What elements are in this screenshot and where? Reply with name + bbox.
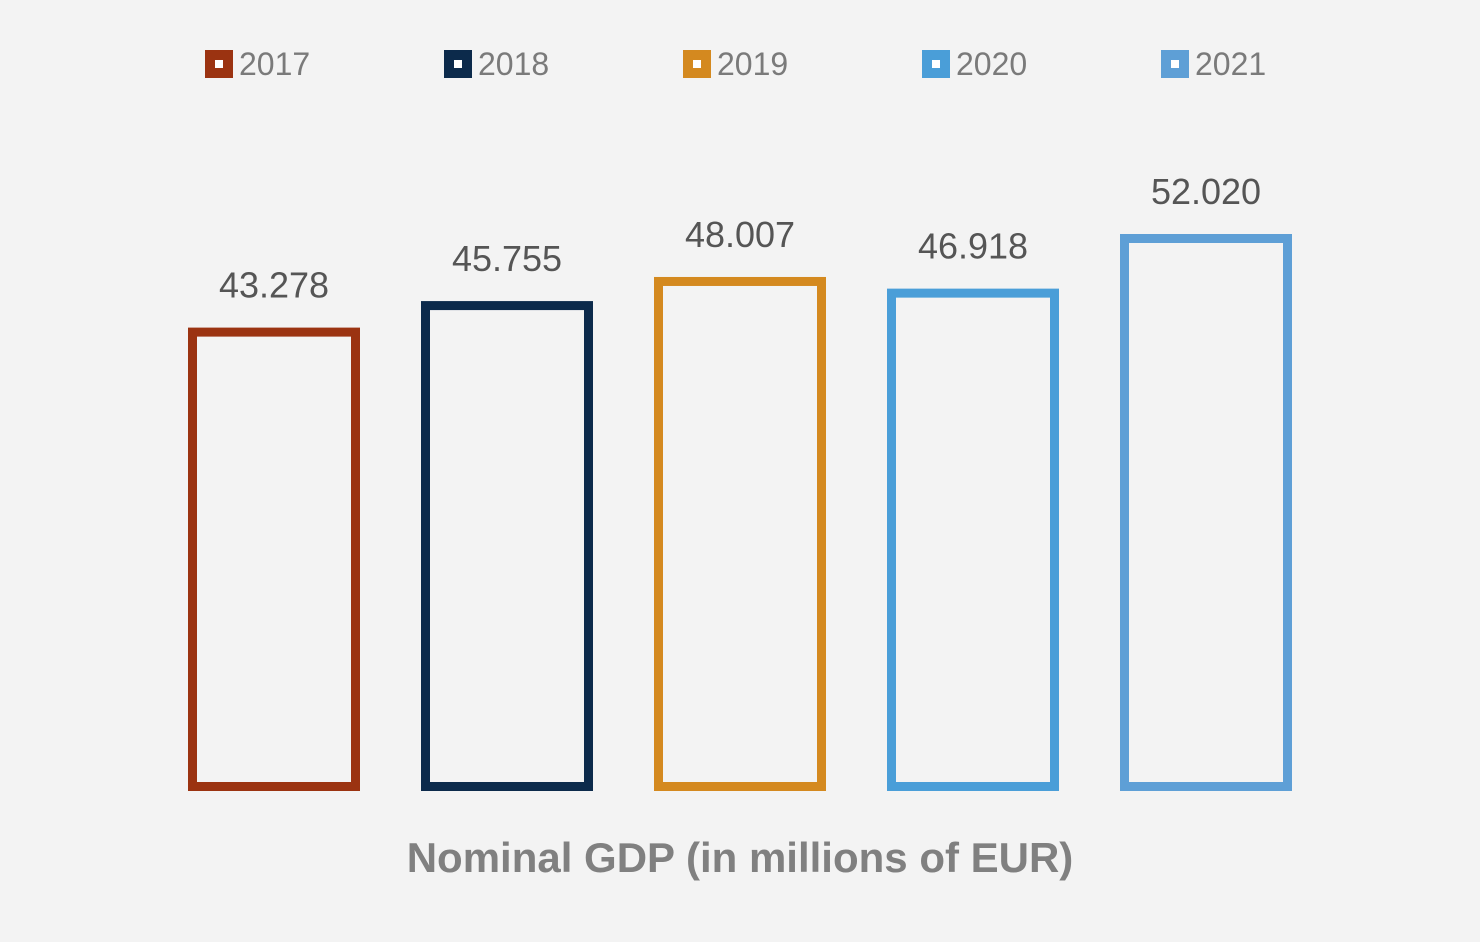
legend-label-2020: 2020 [956,46,1027,82]
bar-2021 [1120,234,1292,791]
legend-marker-2019 [683,50,711,78]
data-label-2017: 43.278 [219,265,329,306]
data-label-2021: 52.020 [1151,171,1261,212]
data-label-2020: 46.918 [918,226,1028,267]
data-label-2019: 48.007 [685,214,795,255]
bar-2018 [421,301,593,791]
legend: 2017 2018 2019 2020 2021 [205,46,1266,82]
legend-label-2017: 2017 [239,46,310,82]
bar-2019 [654,276,826,791]
legend-label-2018: 2018 [478,46,549,82]
legend-marker-2020 [922,50,950,78]
bars [188,234,1292,791]
legend-label-2019: 2019 [717,46,788,82]
x-axis-title: Nominal GDP (in millions of EUR) [407,834,1074,881]
legend-marker-2017 [205,50,233,78]
bar-2020 [887,288,1059,791]
data-label-2018: 45.755 [452,238,562,279]
legend-label-2021: 2021 [1195,46,1266,82]
bar-2017 [188,327,360,791]
data-labels: 43.278 45.755 48.007 46.918 52.020 [219,171,1261,306]
legend-marker-2021 [1161,50,1189,78]
legend-marker-2018 [444,50,472,78]
